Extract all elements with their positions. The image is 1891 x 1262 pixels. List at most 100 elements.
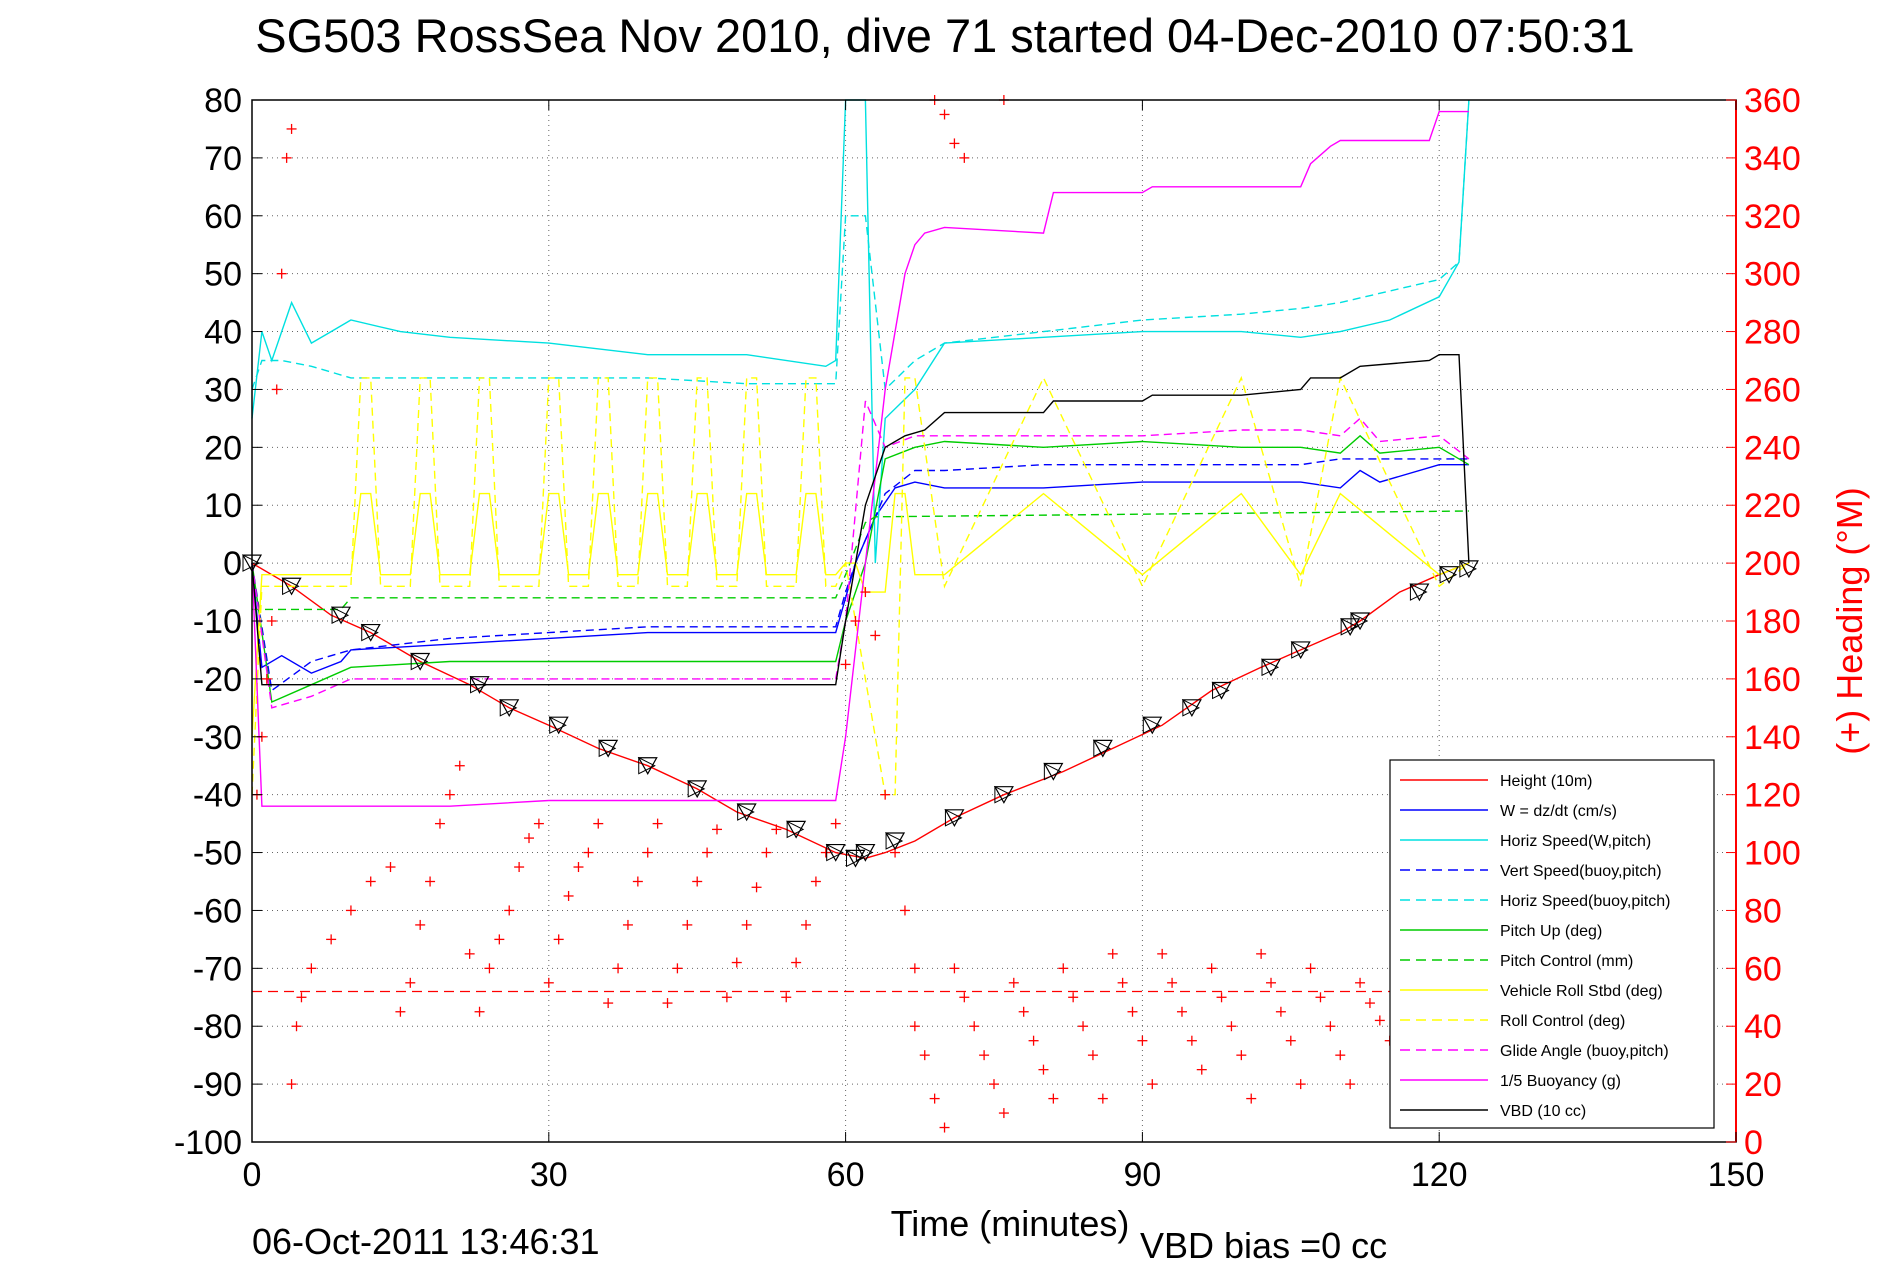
glider-marker <box>1043 762 1064 781</box>
glider-marker <box>410 652 431 671</box>
heading-point <box>261 673 272 684</box>
heading-point <box>1058 963 1069 974</box>
glider-marker <box>469 675 490 694</box>
glider-marker <box>1092 739 1113 758</box>
x-tick-label: 30 <box>530 1156 568 1194</box>
heading-point <box>662 998 673 1009</box>
heading-point <box>870 630 881 641</box>
glider-marker <box>1409 583 1430 602</box>
heading-point <box>751 882 762 893</box>
heading-point <box>692 876 703 887</box>
heading-point <box>1048 1093 1059 1104</box>
heading-point <box>721 992 732 1003</box>
heading-point <box>266 616 277 626</box>
heading-point <box>1266 977 1277 988</box>
y-left-tick-label: -90 <box>193 1066 242 1104</box>
heading-point <box>919 1050 930 1061</box>
heading-point <box>613 963 624 974</box>
y-right-tick-label: 300 <box>1744 256 1801 294</box>
y-left-tick-label: 20 <box>204 429 242 467</box>
legend-label: Roll Control (deg) <box>1500 1013 1625 1030</box>
heading-point <box>573 862 584 873</box>
heading-point <box>1117 977 1128 988</box>
legend-label: Horiz Speed(buoy,pitch) <box>1500 893 1670 910</box>
x-axis-label: Time (minutes) <box>891 1203 1130 1244</box>
heading-point <box>949 963 960 974</box>
y-right-tick-label: 0 <box>1744 1124 1763 1162</box>
heading-point <box>296 992 307 1003</box>
series-line-8 <box>251 375 1470 796</box>
heading-point <box>949 138 960 149</box>
heading-point <box>504 905 515 916</box>
x-tick-label: 90 <box>1123 1156 1161 1194</box>
heading-markers <box>251 95 1405 1133</box>
heading-point <box>1038 1064 1049 1075</box>
y-right-tick-label: 20 <box>1744 1066 1782 1104</box>
legend-item: Pitch Up (deg) <box>1400 923 1602 940</box>
series-line-6 <box>252 510 1469 611</box>
right-axis-label: (+) Heading (°M) <box>1829 487 1870 754</box>
heading-point <box>899 905 910 916</box>
heading-point <box>731 957 742 968</box>
heading-point <box>711 824 722 835</box>
footer-vbd-bias: VBD bias =0 cc <box>1140 1225 1387 1262</box>
footer-date: 06-Oct-2011 13:46:31 <box>252 1221 600 1262</box>
y-right-tick-label: 120 <box>1744 777 1801 815</box>
heading-point <box>444 789 455 800</box>
y-right-tick-label: 260 <box>1744 371 1801 409</box>
heading-point <box>939 1122 950 1133</box>
heading-point <box>1285 1035 1296 1046</box>
heading-point <box>1335 1050 1346 1061</box>
x-tick-label: 0 <box>243 1156 262 1194</box>
y-left-tick-label: -70 <box>193 950 242 988</box>
series-line-4 <box>251 99 1470 391</box>
glider-marker <box>548 716 569 735</box>
heading-point <box>1364 998 1375 1009</box>
series-lines <box>251 99 1470 860</box>
y-left-tick-label: -30 <box>193 719 242 757</box>
glider-marker <box>331 606 352 625</box>
heading-point <box>979 1050 990 1061</box>
heading-point <box>464 948 475 959</box>
heading-point <box>583 847 594 858</box>
y-right-tick-label: 200 <box>1744 545 1801 583</box>
y-right-tick-label: 340 <box>1744 140 1801 178</box>
glider-marker <box>637 756 658 775</box>
heading-point <box>909 963 920 974</box>
heading-point <box>533 818 544 829</box>
legend-item: VBD (10 cc) <box>1400 1103 1586 1120</box>
heading-point <box>1374 1015 1385 1026</box>
heading-point <box>1216 992 1227 1003</box>
heading-point <box>1325 1021 1336 1032</box>
heading-point <box>741 919 752 930</box>
heading-point <box>1028 1035 1039 1046</box>
heading-point <box>593 818 604 829</box>
legend-item: Vehicle Roll Stbd (deg) <box>1400 983 1663 1000</box>
legend-label: W = dz/dt (cm/s) <box>1500 803 1617 820</box>
heading-point <box>880 789 891 800</box>
heading-point <box>998 1108 1009 1119</box>
left-axis-ticks: 80 70 60 50 40 30 20 10 0 -10 -20 -30 -40 -50 -60 -70 -8… <box>174 82 262 1162</box>
heading-point <box>1305 963 1316 974</box>
y-right-tick-label: 80 <box>1744 892 1782 930</box>
y-right-tick-label: 320 <box>1744 198 1801 236</box>
y-right-tick-label: 180 <box>1744 603 1801 641</box>
heading-point <box>1186 1035 1197 1046</box>
glider-marker <box>944 809 965 828</box>
heading-point <box>286 1079 297 1090</box>
heading-point <box>820 847 831 858</box>
glider-marker <box>1211 681 1232 700</box>
heading-point <box>939 109 950 120</box>
heading-point <box>1087 1050 1098 1061</box>
y-left-tick-label: -100 <box>174 1124 242 1162</box>
heading-point <box>1018 1006 1029 1017</box>
y-right-tick-label: 140 <box>1744 719 1801 757</box>
heading-point <box>1078 1021 1089 1032</box>
x-tick-label: 150 <box>1708 1156 1765 1194</box>
y-right-tick-label: 280 <box>1744 314 1801 352</box>
glider-marker <box>1439 565 1460 584</box>
glider-markers <box>241 554 1479 868</box>
heading-point <box>1127 1006 1138 1017</box>
legend-item: Vert Speed(buoy,pitch) <box>1400 863 1662 880</box>
heading-point <box>791 957 802 968</box>
